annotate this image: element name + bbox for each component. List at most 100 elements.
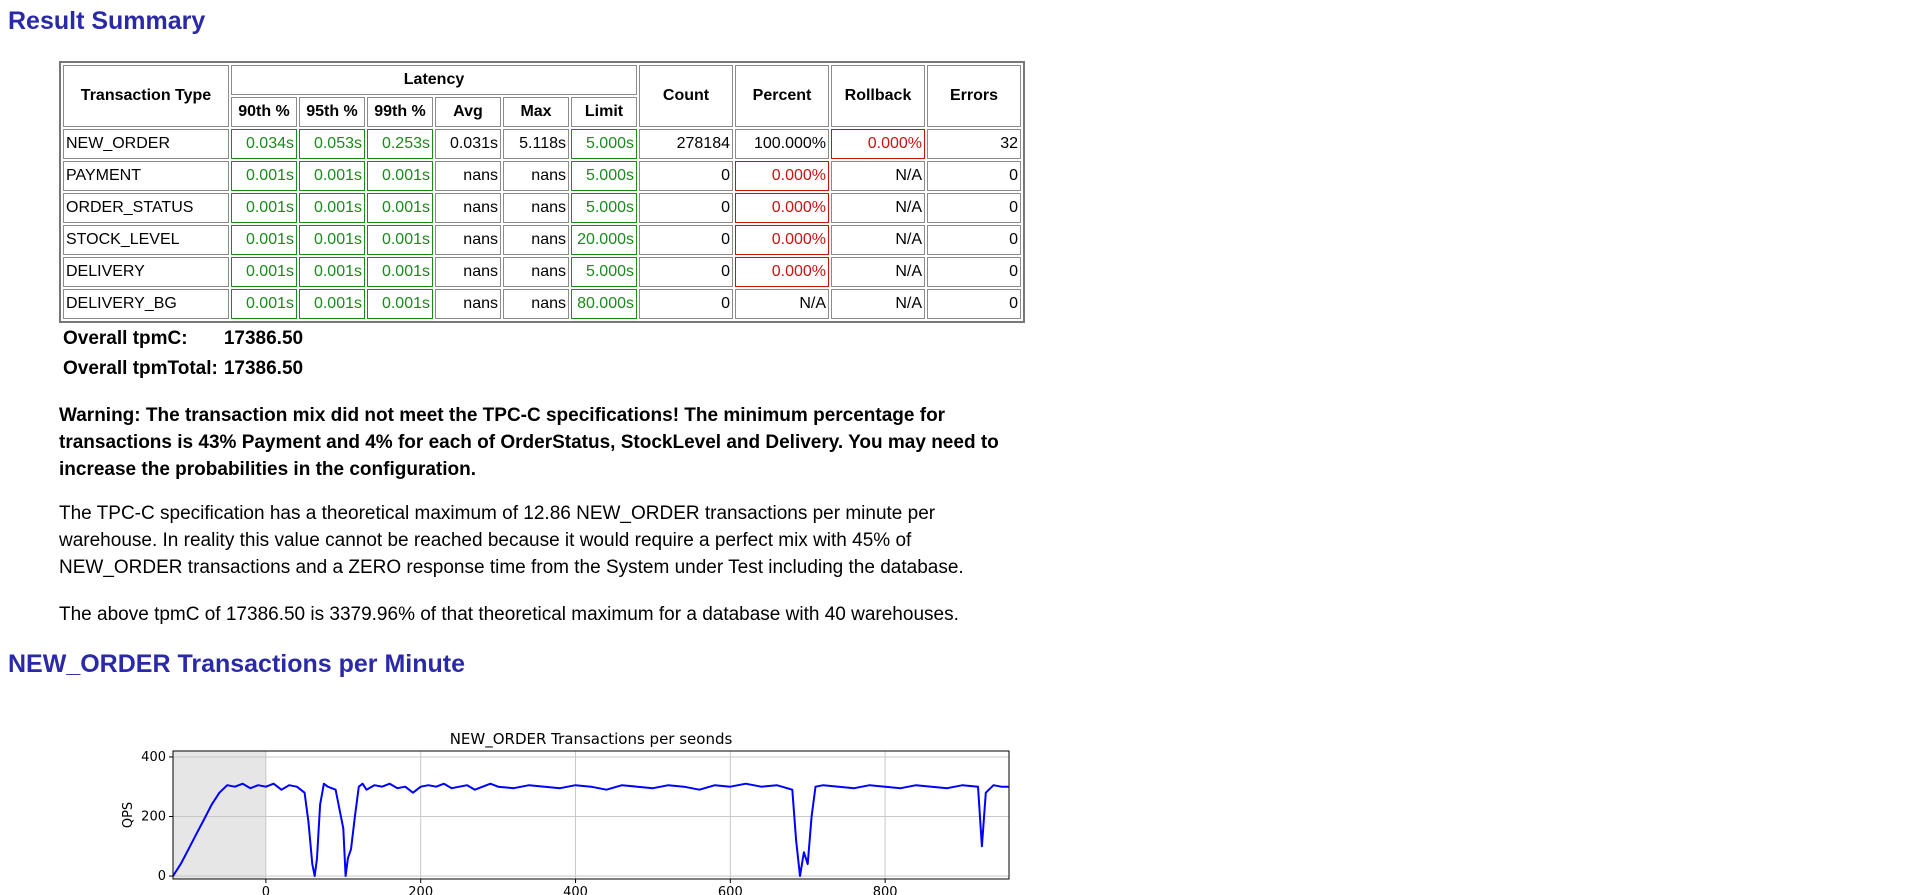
row-count: 0 [639,193,733,223]
row-max: nans [503,289,569,319]
col-p99: 99th % [367,97,433,127]
table-row: DELIVERY_BG 0.001s 0.001s 0.001s nans na… [63,289,1021,319]
row-percent: 100.000% [735,129,829,159]
row-max: nans [503,161,569,191]
row-transaction-type: ORDER_STATUS [63,193,229,223]
row-avg: nans [435,289,501,319]
row-errors: 0 [927,289,1021,319]
row-rollback: 0.000% [831,129,925,159]
row-max: nans [503,257,569,287]
row-p99: 0.001s [367,289,433,319]
row-avg: nans [435,193,501,223]
row-count: 0 [639,257,733,287]
y-tick-label: 0 [158,869,166,884]
table-row: DELIVERY 0.001s 0.001s 0.001s nans nans … [63,257,1021,287]
row-avg: 0.031s [435,129,501,159]
tpmc-value: 17386.50 [223,328,304,349]
row-avg: nans [435,225,501,255]
row-p99: 0.001s [367,193,433,223]
row-percent: 0.000% [735,225,829,255]
row-rollback: N/A [831,225,925,255]
col-p95: 95th % [299,97,365,127]
row-p90: 0.001s [231,289,297,319]
row-limit: 5.000s [571,257,637,287]
row-percent: 0.000% [735,257,829,287]
y-tick-label: 400 [141,750,166,765]
row-p95: 0.001s [299,225,365,255]
row-p99: 0.001s [367,161,433,191]
rampup-shade [173,751,266,879]
spec-paragraph: The TPC-C specification has a theoretica… [59,503,964,578]
result-summary-heading: Result Summary [8,7,206,35]
row-max: 5.118s [503,129,569,159]
tpmtotal-value: 17386.50 [223,358,304,379]
col-percent: Percent [735,65,829,127]
plot-frame [172,750,1010,880]
row-max: nans [503,225,569,255]
row-count: 0 [639,289,733,319]
row-p99: 0.253s [367,129,433,159]
row-p99: 0.001s [367,225,433,255]
row-percent: 0.000% [735,161,829,191]
new-order-chart: 0 200 400 600 800 0 200 400 NEW_ORDER Transactio… [121,730,1010,895]
table-row: PAYMENT 0.001s 0.001s 0.001s nans nans 5… [63,161,1021,191]
row-max: nans [503,193,569,223]
row-percent: N/A [735,289,829,319]
row-percent: 0.000% [735,193,829,223]
col-limit: Limit [571,97,637,127]
row-limit: 5.000s [571,161,637,191]
row-p90: 0.001s [231,193,297,223]
y-tick-label: 200 [141,809,166,824]
row-p95: 0.001s [299,257,365,287]
chart-title: NEW_ORDER Transactions per seonds [450,730,733,749]
col-avg: Avg [435,97,501,127]
row-p90: 0.001s [231,161,297,191]
table-row: STOCK_LEVEL 0.001s 0.001s 0.001s nans na… [63,225,1021,255]
y-axis-label: QPS [121,802,136,828]
row-rollback: N/A [831,289,925,319]
row-count: 0 [639,161,733,191]
totals-table: Overall tpmC: 17386.50 Overall tpmTotal:… [59,323,307,385]
row-errors: 0 [927,193,1021,223]
new-order-heading: NEW_ORDER Transactions per Minute [8,650,466,678]
row-count: 0 [639,225,733,255]
table-row: ORDER_STATUS 0.001s 0.001s 0.001s nans n… [63,193,1021,223]
col-latency: Latency [231,65,637,95]
row-avg: nans [435,161,501,191]
row-errors: 0 [927,161,1021,191]
col-errors: Errors [927,65,1021,127]
table-row: NEW_ORDER 0.034s 0.053s 0.253s 0.031s 5.… [63,129,1021,159]
row-p95: 0.001s [299,161,365,191]
row-p95: 0.001s [299,289,365,319]
row-p90: 0.001s [231,257,297,287]
tpmtotal-label: Overall tpmTotal: [63,358,218,379]
ratio-paragraph: The above tpmC of 17386.50 is 3379.96% o… [59,604,959,625]
row-rollback: N/A [831,257,925,287]
row-errors: 0 [927,225,1021,255]
col-count: Count [639,65,733,127]
result-summary-table: Transaction Type Latency Count Percent R… [59,61,1025,323]
col-max: Max [503,97,569,127]
row-transaction-type: PAYMENT [63,161,229,191]
col-p90: 90th % [231,97,297,127]
x-tick-label: 400 [563,885,588,895]
row-limit: 80.000s [571,289,637,319]
row-rollback: N/A [831,161,925,191]
x-tick-label: 200 [408,885,433,895]
row-p90: 0.001s [231,225,297,255]
row-avg: nans [435,257,501,287]
row-limit: 5.000s [571,129,637,159]
row-transaction-type: STOCK_LEVEL [63,225,229,255]
row-count: 278184 [639,129,733,159]
row-transaction-type: NEW_ORDER [63,129,229,159]
row-transaction-type: DELIVERY_BG [63,289,229,319]
row-p90: 0.034s [231,129,297,159]
x-tick-label: 0 [262,885,270,895]
row-limit: 5.000s [571,193,637,223]
row-errors: 32 [927,129,1021,159]
qps-series-line [172,782,1009,877]
x-tick-label: 800 [873,885,898,895]
tpmc-label: Overall tpmC: [63,328,188,349]
row-rollback: N/A [831,193,925,223]
mix-warning: Warning: The transaction mix did not mee… [59,405,999,480]
